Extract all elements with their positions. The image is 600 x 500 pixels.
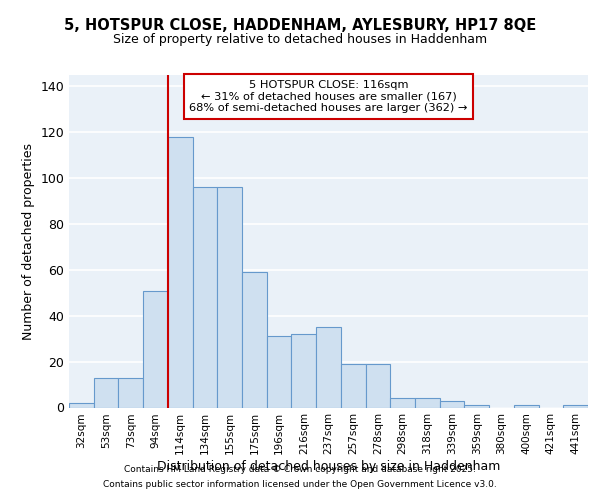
Bar <box>94 378 118 408</box>
Text: Contains HM Land Registry data © Crown copyright and database right 2025.: Contains HM Land Registry data © Crown c… <box>124 465 476 474</box>
Bar <box>267 336 292 407</box>
Bar <box>440 400 464 407</box>
Bar <box>292 334 316 407</box>
Bar <box>390 398 415 407</box>
Bar <box>193 188 217 408</box>
Text: 5, HOTSPUR CLOSE, HADDENHAM, AYLESBURY, HP17 8QE: 5, HOTSPUR CLOSE, HADDENHAM, AYLESBURY, … <box>64 18 536 32</box>
Bar <box>217 188 242 408</box>
Bar <box>168 137 193 407</box>
Bar <box>341 364 365 408</box>
Y-axis label: Number of detached properties: Number of detached properties <box>22 143 35 340</box>
Bar <box>69 403 94 407</box>
Text: Size of property relative to detached houses in Haddenham: Size of property relative to detached ho… <box>113 32 487 46</box>
Bar <box>316 327 341 407</box>
Bar <box>464 405 489 407</box>
Bar <box>118 378 143 408</box>
Bar <box>242 272 267 407</box>
Bar <box>143 290 168 408</box>
Text: 5 HOTSPUR CLOSE: 116sqm
← 31% of detached houses are smaller (167)
68% of semi-d: 5 HOTSPUR CLOSE: 116sqm ← 31% of detache… <box>190 80 467 113</box>
Bar <box>514 405 539 407</box>
X-axis label: Distribution of detached houses by size in Haddenham: Distribution of detached houses by size … <box>157 460 500 473</box>
Bar <box>563 405 588 407</box>
Text: Contains public sector information licensed under the Open Government Licence v3: Contains public sector information licen… <box>103 480 497 489</box>
Bar <box>365 364 390 408</box>
Bar <box>415 398 440 407</box>
